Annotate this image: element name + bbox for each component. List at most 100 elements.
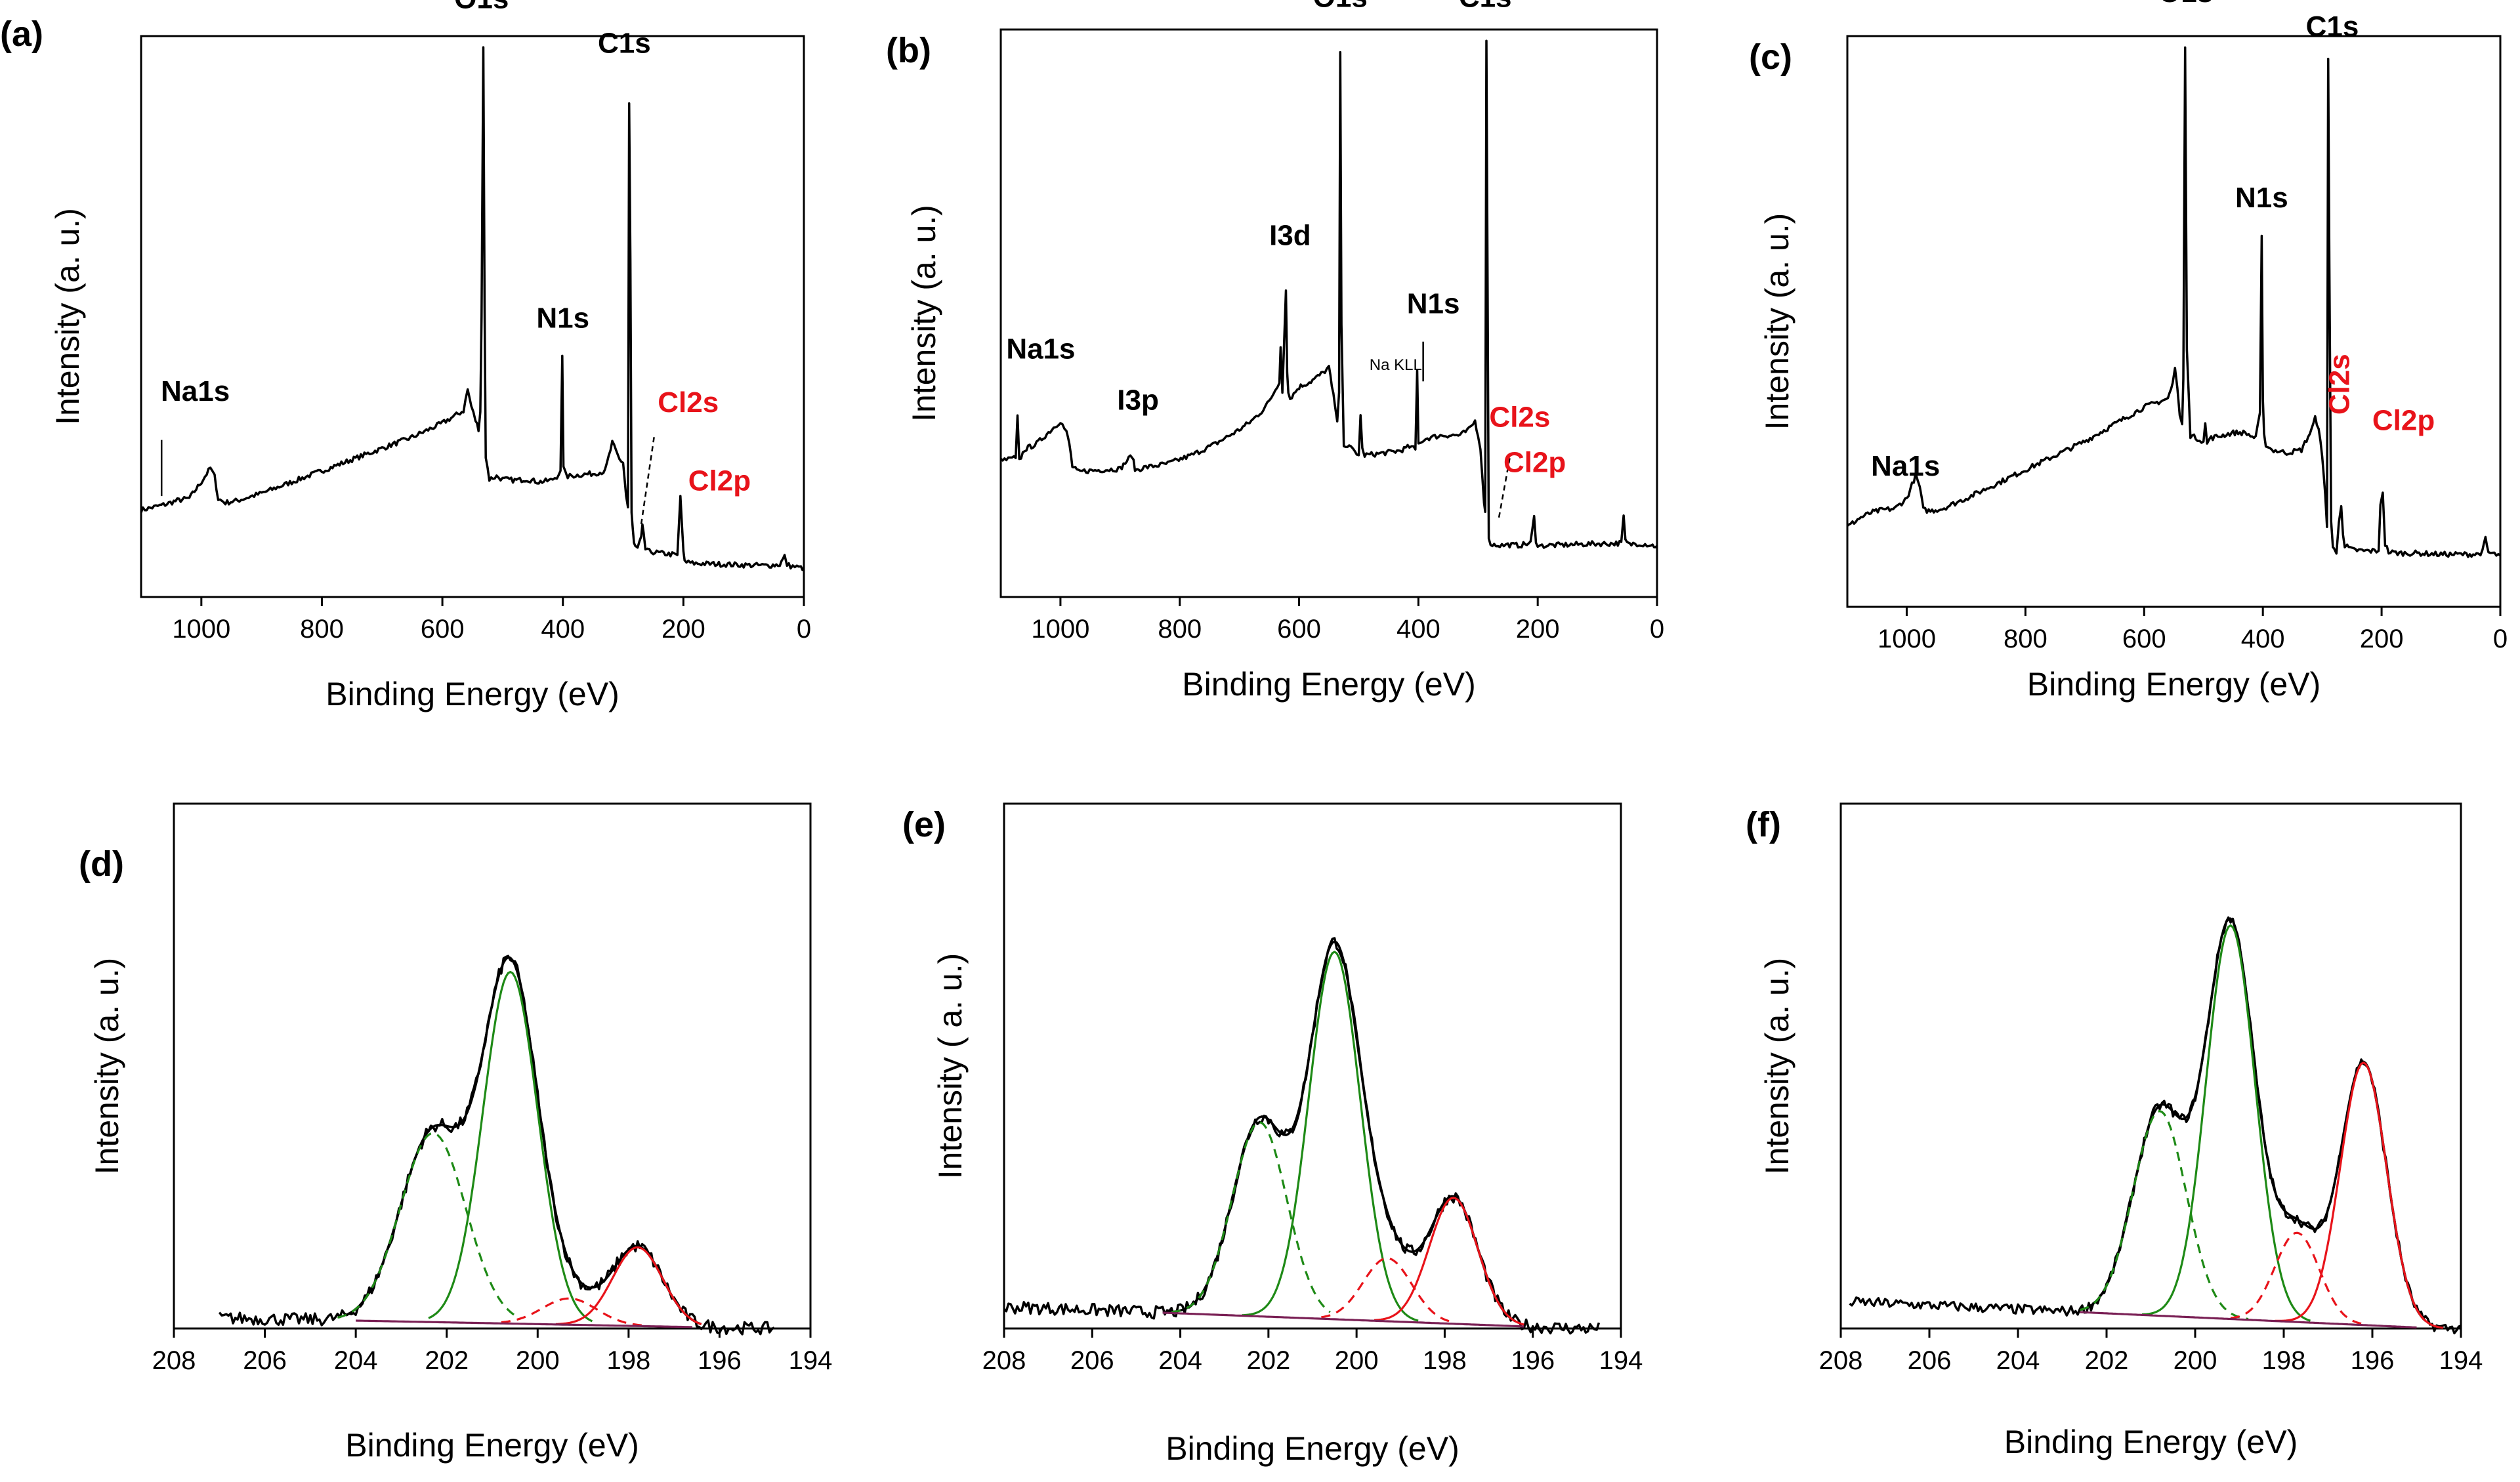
x-tick-label: 198 bbox=[1423, 1346, 1467, 1375]
x-tick-label: 202 bbox=[425, 1346, 469, 1375]
peak-label: Na KLL bbox=[1370, 356, 1422, 374]
peak-label: Na1s bbox=[1006, 333, 1075, 365]
x-tick-label: 206 bbox=[1908, 1346, 1952, 1375]
x-tick-label: 200 bbox=[2360, 625, 2404, 653]
x-tick-label: 200 bbox=[516, 1346, 560, 1375]
x-tick-label: 208 bbox=[1819, 1346, 1863, 1375]
plot-frame-b bbox=[999, 28, 1658, 598]
peak-label: C1s bbox=[2306, 10, 2359, 43]
x-tick-label: 400 bbox=[2241, 625, 2285, 653]
annotation-leader bbox=[1498, 455, 1511, 518]
x-tick-label: 800 bbox=[2004, 625, 2048, 653]
series-cl2p3-2-b bbox=[1374, 1197, 1524, 1326]
peak-label: N1s bbox=[1407, 288, 1460, 320]
series-cl2p3-2-b bbox=[555, 1246, 702, 1325]
x-tick-label: 204 bbox=[334, 1346, 378, 1375]
series-background bbox=[1162, 1311, 1524, 1328]
x-axis-label: Binding Energy (eV) bbox=[2027, 666, 2320, 703]
x-axis-label: Binding Energy (eV) bbox=[1182, 666, 1475, 703]
x-axis-label: Binding Energy (eV) bbox=[2004, 1424, 2298, 1460]
series-raw bbox=[1003, 937, 1601, 1335]
plot-frame-c bbox=[1846, 35, 2502, 608]
x-tick-label: 202 bbox=[2085, 1346, 2129, 1375]
y-axis-label: Intensity (a. u.) bbox=[1759, 958, 1796, 1175]
peak-label: Cl2s bbox=[658, 386, 719, 419]
x-tick-label: 600 bbox=[1277, 615, 1321, 644]
peak-label: Cl2p bbox=[2372, 404, 2435, 436]
x-tick-label: 800 bbox=[300, 615, 344, 644]
x-tick-label: 194 bbox=[2439, 1346, 2483, 1375]
plot-frame-f bbox=[1839, 802, 2462, 1330]
x-axis-label: Binding Energy (eV) bbox=[326, 676, 619, 712]
x-tick-label: 0 bbox=[1650, 615, 1664, 644]
x-tick-label: 198 bbox=[606, 1346, 650, 1375]
series-cl2p1-2-b bbox=[501, 1297, 647, 1327]
series-background bbox=[2080, 1311, 2417, 1329]
x-tick-label: 600 bbox=[2122, 625, 2166, 653]
series-cl2p3-2-a bbox=[1242, 951, 1419, 1322]
x-tick-label: 206 bbox=[1070, 1346, 1114, 1375]
series-envelope bbox=[2080, 917, 2427, 1322]
series-raw bbox=[1849, 916, 2462, 1334]
series-survey bbox=[999, 39, 1658, 549]
series-cl2p1-2-a bbox=[337, 1132, 520, 1319]
x-tick-label: 400 bbox=[541, 615, 585, 644]
panel-title: (e) bbox=[902, 805, 946, 844]
series-cl2p3-2-a bbox=[428, 970, 593, 1323]
peak-label: Cl2s bbox=[1489, 401, 1550, 434]
peak-label: O1s bbox=[454, 0, 509, 14]
peak-label: N1s bbox=[536, 302, 589, 335]
series-cl2p1-2-a bbox=[2080, 1110, 2249, 1321]
x-tick-label: 204 bbox=[1996, 1346, 2040, 1375]
plot-frame-e bbox=[1003, 802, 1622, 1330]
x-tick-label: 1000 bbox=[1031, 615, 1089, 644]
y-axis-label: Intensity (a. u.) bbox=[1759, 213, 1796, 430]
annotation-leader bbox=[640, 434, 656, 525]
chart-panel-a: 1000 800 600 400 200 0 Binding Energy (eV) Inte… bbox=[0, 0, 811, 712]
series-cl2p1-2-b bbox=[2230, 1231, 2364, 1325]
x-tick-label: 1000 bbox=[172, 615, 230, 644]
chart-panel-b: 1000 800 600 400 200 0 Binding Energy (eV) Inte… bbox=[886, 0, 1664, 703]
peak-label: Cl2p bbox=[688, 465, 751, 497]
x-tick-label: 196 bbox=[698, 1346, 742, 1375]
chart-panel-e: 208 206 204 202 200 198 196 194 Binding Energy (… bbox=[902, 802, 1643, 1467]
x-tick-label: 194 bbox=[1599, 1346, 1643, 1375]
y-axis-label: Intensity ( a. u.) bbox=[932, 953, 969, 1180]
peak-label: Na1s bbox=[161, 375, 230, 407]
series-background bbox=[356, 1319, 692, 1328]
plot-frame-a bbox=[140, 35, 805, 598]
y-axis-label: Intensity (a. u.) bbox=[89, 958, 125, 1175]
x-axis-label: Binding Energy (eV) bbox=[1166, 1430, 1459, 1467]
peak-label: Cl2p bbox=[1503, 447, 1566, 479]
x-axis-label: Binding Energy (eV) bbox=[345, 1427, 639, 1464]
peak-label: Cl2s bbox=[2323, 354, 2355, 415]
peak-label: Na1s bbox=[1871, 450, 1940, 482]
series-survey bbox=[140, 46, 805, 571]
x-tick-label: 200 bbox=[1516, 615, 1560, 644]
series-cl2p3-2-a bbox=[2141, 924, 2311, 1322]
chart-panel-d: 208 206 204 202 200 198 196 194 Binding Energy (… bbox=[79, 802, 832, 1464]
x-tick-label: 202 bbox=[1246, 1346, 1290, 1375]
x-tick-label: 400 bbox=[1396, 615, 1440, 644]
plot-frame-d bbox=[173, 802, 812, 1330]
panel-title: (f) bbox=[1746, 805, 1781, 844]
x-tick-label: 1000 bbox=[1878, 625, 1936, 653]
chart-panel-c: 1000 800 600 400 200 0 Binding Energy (eV) Inte… bbox=[1749, 0, 2508, 703]
series-survey bbox=[1846, 46, 2501, 558]
x-tick-label: 0 bbox=[797, 615, 811, 644]
x-tick-label: 208 bbox=[982, 1346, 1026, 1375]
series-cl2p1-2-a bbox=[1171, 1121, 1331, 1313]
peak-label: C1s bbox=[1459, 0, 1512, 13]
peak-label: O1s bbox=[1313, 0, 1368, 13]
panel-title: (b) bbox=[886, 31, 931, 70]
x-tick-label: 206 bbox=[243, 1346, 287, 1375]
series-cl2p1-2-b bbox=[1321, 1257, 1454, 1324]
panel-title: (d) bbox=[79, 844, 124, 884]
y-axis-label: Intensity (a. u.) bbox=[49, 208, 86, 425]
x-tick-label: 208 bbox=[152, 1346, 196, 1375]
x-tick-label: 200 bbox=[662, 615, 705, 644]
series-cl2p3-2-b bbox=[2275, 1061, 2444, 1329]
x-tick-label: 800 bbox=[1158, 615, 1202, 644]
x-tick-label: 600 bbox=[421, 615, 465, 644]
